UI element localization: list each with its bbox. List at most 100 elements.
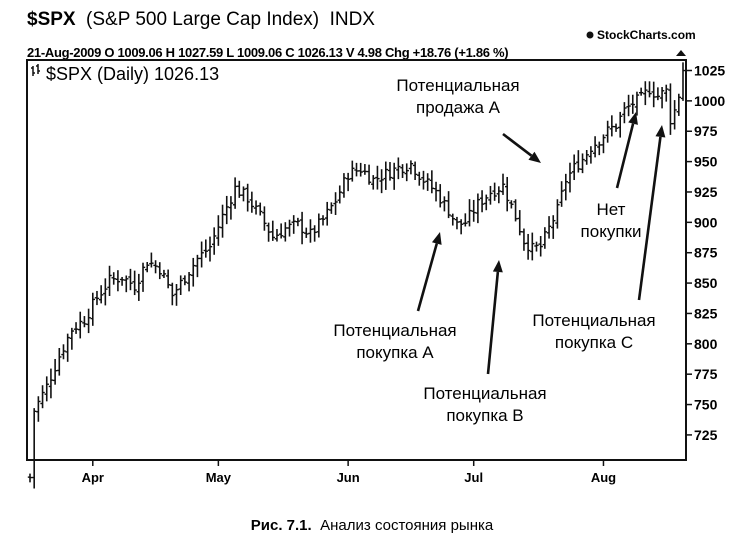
ohlc-bar <box>488 185 493 205</box>
ohlc-bar <box>199 241 204 268</box>
header-symbol: $SPX <box>27 9 76 30</box>
arrowhead-icon <box>431 232 442 245</box>
ohlc-bar <box>676 93 682 116</box>
ohlc-bar <box>404 163 409 182</box>
ohlc-bar <box>57 347 62 376</box>
ohlc-bar <box>438 184 443 208</box>
chart-title: $SPX (Daily) 1026.13 <box>46 64 219 84</box>
annotation-arrow-icon <box>615 123 635 189</box>
y-tick-label: 750 <box>694 397 718 413</box>
quote-close: 1026.13 <box>298 45 343 60</box>
ohlc-bar <box>559 181 564 207</box>
brand-logo-icon <box>586 31 594 39</box>
ohlc-bar <box>668 83 673 135</box>
ohlc-bar <box>324 201 330 226</box>
ohlc-bar <box>412 161 418 181</box>
ohlc-bar <box>655 87 661 101</box>
annotation-arrow-icon <box>502 132 533 157</box>
ohlc-bar <box>421 170 426 190</box>
quote-open: 1009.06 <box>117 45 162 60</box>
annotation: Потенциальная покупка А <box>333 232 457 362</box>
ohlc-bar <box>73 322 79 334</box>
ohlc-bar <box>530 232 535 261</box>
annotation-label: Потенциальная <box>396 76 519 95</box>
ohlc-bar <box>605 120 610 143</box>
ohlc-bar <box>191 257 196 287</box>
ohlc-bar <box>366 164 372 185</box>
ohlc-bar <box>224 195 229 225</box>
ohlc-bar <box>643 81 648 106</box>
ohlc-bar <box>458 219 464 235</box>
ohlc-bar <box>542 227 548 249</box>
y-tick-label: 875 <box>694 245 718 261</box>
y-tick-label: 825 <box>694 305 718 321</box>
ohlc-bar <box>626 94 631 117</box>
ohlc-bar <box>567 162 573 193</box>
ohlc-bar <box>672 100 677 130</box>
ohlc-bar <box>467 199 472 227</box>
ohlc-bar <box>270 220 275 241</box>
annotation: Потенциальная продажа А <box>396 76 541 163</box>
ohlc-bar <box>195 254 200 278</box>
ohlc-bar <box>417 171 422 186</box>
ohlc-bar <box>479 190 485 213</box>
quote-date: 21-Aug-2009 <box>27 45 101 60</box>
ohlc-bar <box>115 270 121 292</box>
ohlc-bar <box>375 165 380 190</box>
ohlc-bar <box>584 150 589 165</box>
ohlc-bar <box>27 473 33 483</box>
ohlc-bar <box>551 215 556 239</box>
ohlc-bar <box>111 272 116 285</box>
ohlc-bar <box>36 396 41 422</box>
ohlc-bar <box>492 182 497 201</box>
ohlc-bar <box>274 229 280 242</box>
ohlc-bar <box>40 385 45 409</box>
ohlc-bar <box>555 199 560 229</box>
y-tick-label: 1000 <box>694 93 725 109</box>
ohlc-bar <box>517 210 522 236</box>
ohlc-bar <box>454 216 460 230</box>
y-tick-label: 1025 <box>694 63 725 79</box>
ohlc-bar <box>161 269 167 279</box>
ohlc-bar <box>450 213 455 226</box>
ohlc-bar <box>622 102 627 124</box>
y-tick-label: 800 <box>694 336 718 352</box>
ohlc-bar <box>337 185 342 204</box>
ohlc-bar <box>245 183 250 212</box>
ohlc-bar <box>475 193 481 224</box>
ohlc-bar <box>165 269 171 289</box>
ohlc-bar <box>128 268 133 291</box>
annotation-label: Потенциальная <box>532 311 655 330</box>
arrowhead-icon <box>655 125 666 138</box>
header-exchange: INDX <box>330 9 376 30</box>
caption-text: Анализ состояния рынка <box>320 517 494 534</box>
ohlc-bar <box>320 215 326 226</box>
ohlc-bar <box>228 196 234 220</box>
ohlc-bar <box>471 199 476 222</box>
ohlc-bar <box>484 194 489 211</box>
ohlc-bar <box>140 262 146 292</box>
ohlc-bar <box>588 146 594 164</box>
ohlc-bar <box>103 278 108 306</box>
ohlc-bar <box>48 368 54 399</box>
ohlc-bar <box>182 275 188 286</box>
caption-prefix: Рис. 7.1. <box>251 517 312 534</box>
annotation-arrow-icon <box>637 136 662 301</box>
plot-frame <box>26 59 687 461</box>
ohlc-bar <box>132 270 137 296</box>
x-tick-label: May <box>206 470 232 485</box>
ohlc-bar <box>266 222 271 242</box>
ohlc-bar <box>571 154 577 181</box>
y-tick-label: 975 <box>694 123 718 139</box>
chart-type-icon <box>31 64 40 76</box>
ohlc-bar <box>509 200 514 209</box>
arrowhead-icon <box>492 260 503 273</box>
ohlc-bar <box>249 191 255 213</box>
x-tick-label: Apr <box>82 470 104 485</box>
ohlc-bar <box>521 228 527 251</box>
ohlc-bar <box>52 358 58 385</box>
ohlc-bar <box>496 186 502 204</box>
annotation-arrow-icon <box>486 271 500 375</box>
ohlc-bar <box>396 157 401 180</box>
ohlc-bar <box>216 215 221 246</box>
